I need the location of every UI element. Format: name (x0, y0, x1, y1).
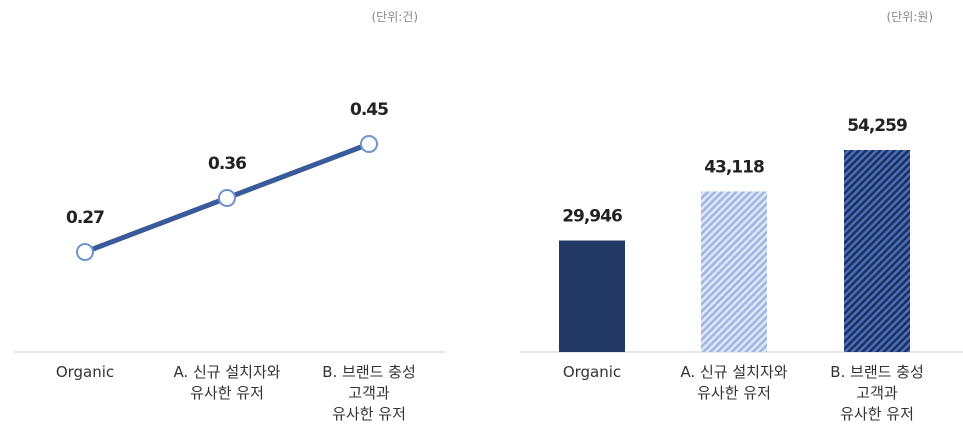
data-label: 43,118 (704, 157, 764, 177)
x-tick-label: A. 신규 설치자와 유사한 유저 (173, 363, 281, 402)
point (360, 135, 378, 153)
data-label: 0.36 (208, 154, 246, 174)
bar (701, 191, 767, 352)
bar (559, 240, 625, 352)
x-tick-label: B. 브랜드 충성 고객과 유사한 유저 (830, 363, 924, 423)
x-tick-label: Organic (562, 363, 622, 381)
bar (844, 150, 910, 352)
data-label: 29,946 (562, 207, 622, 227)
unit-label: (단위:원) (886, 10, 933, 24)
data-label: 0.27 (66, 208, 104, 228)
data-label: 54,259 (847, 116, 907, 136)
x-tick-label: Organic (55, 363, 115, 381)
point (76, 243, 94, 261)
point (218, 189, 236, 207)
data-label: 0.45 (350, 100, 388, 120)
unit-label: (단위:건) (371, 10, 418, 24)
x-tick-label: A. 신규 설치자와 유사한 유저 (680, 363, 788, 402)
x-tick-label: B. 브랜드 충성 고객과 유사한 유저 (322, 363, 416, 423)
